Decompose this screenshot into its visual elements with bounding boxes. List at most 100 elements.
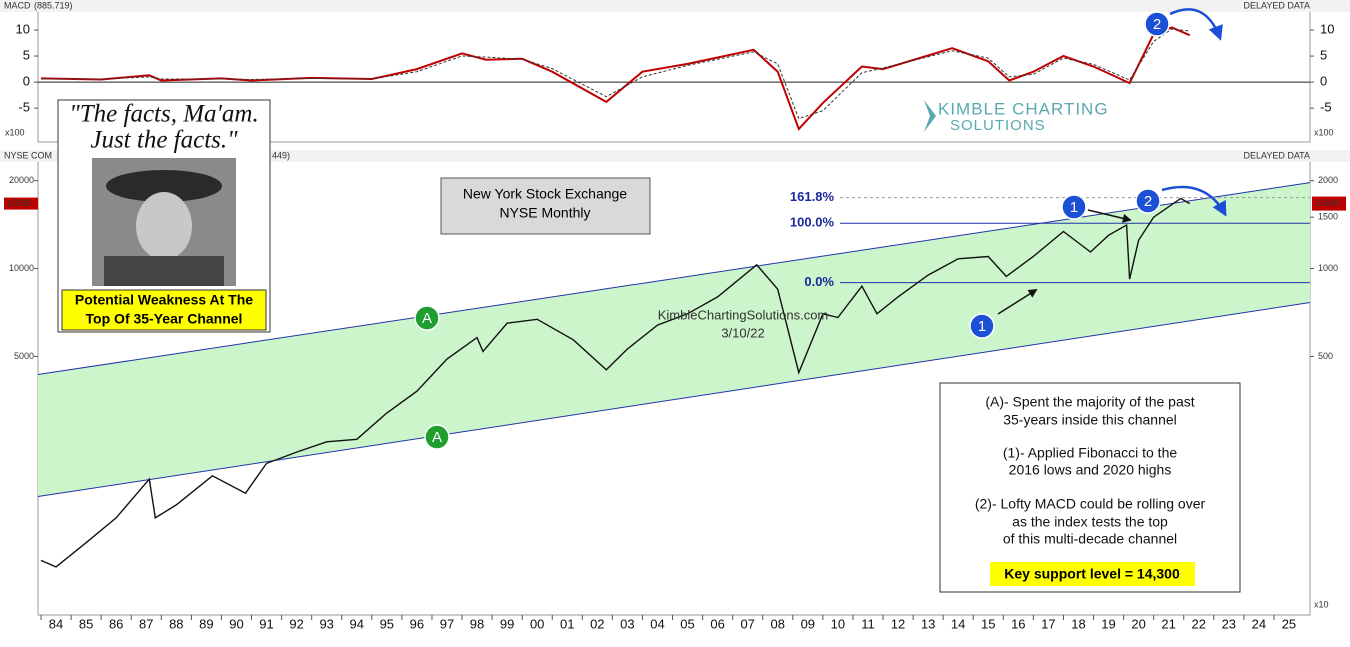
x-tick-label: 98 — [470, 616, 484, 631]
callout-label: 1 — [978, 318, 986, 335]
scale-note: x100 — [5, 127, 25, 137]
x-tick-label: 03 — [620, 616, 634, 631]
y-tick-label: 10000 — [9, 263, 34, 273]
watermark: KimbleChartingSolutions.com — [658, 307, 829, 322]
caption: Top Of 35-Year Channel — [86, 311, 243, 327]
y-tick-label: 5000 — [14, 351, 34, 361]
arrow — [1087, 209, 1132, 223]
x-tick-label: 06 — [710, 616, 724, 631]
fib-label: 0.0% — [804, 274, 834, 289]
last-box — [1312, 196, 1346, 211]
x-tick-label: 95 — [380, 616, 394, 631]
callout-circle — [424, 424, 450, 450]
x-tick-label: 97 — [440, 616, 454, 631]
logo-mark — [924, 100, 936, 132]
key-box — [990, 562, 1195, 586]
x-tick-label: 23 — [1222, 616, 1236, 631]
title-box — [440, 177, 651, 235]
callout-circle — [1144, 11, 1170, 37]
series-line — [40, 197, 1191, 568]
photo-hat — [106, 170, 222, 202]
y-tick-label: 0 — [1320, 74, 1327, 89]
x-tick-label: 07 — [740, 616, 754, 631]
quote-line: "The facts, Ma'am. — [69, 101, 258, 128]
fib-label: 161.8% — [790, 189, 835, 204]
channel-line — [37, 302, 1311, 498]
callout-circle — [1135, 188, 1161, 214]
x-tick-label: 01 — [560, 616, 574, 631]
callout-circle — [969, 313, 995, 339]
y2-tick-label: 500 — [1318, 351, 1333, 361]
panel-header: MACD — [4, 0, 31, 10]
series-line — [41, 28, 1190, 120]
x-tick-label: 90 — [229, 616, 243, 631]
x-tick-label: 20 — [1131, 616, 1145, 631]
x-tick-label: 00 — [530, 616, 544, 631]
logo-text: SOLUTIONS — [950, 117, 1046, 134]
y-tick-label: 5 — [23, 47, 30, 62]
arrow — [1169, 8, 1223, 41]
chart-title: New York Stock Exchange — [463, 186, 627, 202]
y-tick-label: 10 — [1320, 21, 1334, 36]
note-line: 35-years inside this channel — [1003, 412, 1177, 428]
note-line: (2)- Lofty MACD could be rolling over — [975, 496, 1206, 512]
x-tick-label: 84 — [49, 616, 63, 631]
x-tick-label: 87 — [139, 616, 153, 631]
y-tick-label: -5 — [18, 100, 30, 115]
header-bar — [0, 150, 1350, 162]
arrow — [997, 289, 1038, 315]
x-tick-label: 14 — [951, 616, 965, 631]
x-tick-label: 18 — [1071, 616, 1085, 631]
y2-tick-label: 1000 — [1318, 263, 1338, 273]
x-tick-label: 05 — [680, 616, 694, 631]
channel-line — [37, 182, 1311, 376]
callout-circle — [1061, 194, 1087, 220]
callout-label: A — [432, 429, 442, 446]
arrow — [1161, 185, 1227, 217]
x-tick-label: 24 — [1252, 616, 1266, 631]
delayed-label: DELAYED DATA — [1243, 150, 1310, 160]
x-tick-label: 08 — [771, 616, 785, 631]
header-bar — [0, 0, 1350, 12]
y-tick-label: -5 — [1320, 100, 1332, 115]
x-tick-label: 88 — [169, 616, 183, 631]
photo-coat — [104, 256, 224, 286]
callout-label: 2 — [1144, 193, 1152, 210]
chart-title: NYSE Monthly — [499, 205, 590, 221]
callout-label: 1 — [1070, 199, 1078, 216]
x-tick-label: 19 — [1101, 616, 1115, 631]
x-tick-label: 09 — [801, 616, 815, 631]
note-line: of this multi-decade channel — [1003, 531, 1177, 547]
x-tick-label: 13 — [921, 616, 935, 631]
note-line: as the index tests the top — [1012, 514, 1168, 530]
x-tick-label: 22 — [1192, 616, 1206, 631]
note-line: (A)- Spent the majority of the past — [985, 394, 1194, 410]
x-tick-label: 17 — [1041, 616, 1055, 631]
caption: Potential Weakness At The — [75, 292, 253, 308]
callout-label: 2 — [1153, 16, 1161, 33]
y-tick-label: 5 — [1320, 47, 1327, 62]
y-tick-label: 0 — [23, 74, 30, 89]
panel-header: NYSE COM — [4, 150, 52, 160]
x-tick-label: 86 — [109, 616, 123, 631]
x-tick-label: 04 — [650, 616, 664, 631]
panel-header-value: (885.719) — [34, 0, 73, 10]
y2-tick-label: 2000 — [1318, 175, 1338, 185]
date: 3/10/22 — [721, 325, 764, 340]
x-tick-label: 91 — [259, 616, 273, 631]
x-tick-label: 85 — [79, 616, 93, 631]
logo-text: KIMBLE CHARTING — [938, 99, 1109, 118]
notes-box — [939, 382, 1241, 593]
y-tick-label: 20000 — [9, 175, 34, 185]
x-tick-label: 12 — [891, 616, 905, 631]
callout-circle — [414, 305, 440, 331]
x-tick-label: 21 — [1161, 616, 1175, 631]
series-line — [40, 26, 1191, 131]
scale-note: x100 — [1314, 127, 1334, 137]
note-line: 2016 lows and 2020 highs — [1009, 462, 1172, 478]
y-tick-label: 10 — [16, 21, 30, 36]
x-tick-label: 93 — [319, 616, 333, 631]
note-line: (1)- Applied Fibonacci to the — [1003, 445, 1178, 461]
scale-note: x10 — [1314, 599, 1329, 609]
